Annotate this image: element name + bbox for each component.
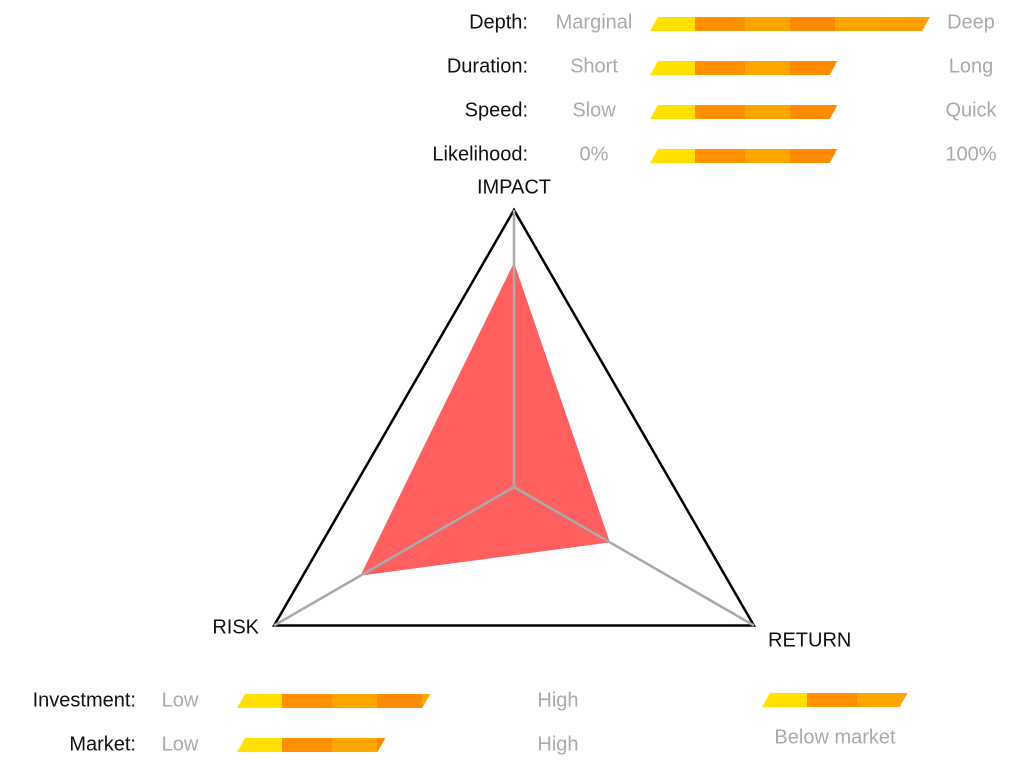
scale-label: Investment:: [33, 689, 136, 711]
scale-low: Low: [162, 733, 199, 755]
scale-bar: [762, 693, 908, 707]
scale-low: Marginal: [556, 11, 633, 33]
radar-axis-label: RISK: [212, 616, 259, 638]
scale-high: Long: [949, 55, 994, 77]
scale-low: Short: [570, 55, 618, 77]
scale-bar: [237, 694, 431, 708]
radar-frame: [271, 207, 757, 627]
radar-axis-label: IMPACT: [477, 176, 551, 198]
scale-bar: [650, 149, 838, 163]
scale-high: High: [537, 733, 578, 755]
scale-label: Speed:: [465, 99, 528, 121]
scale-high: Quick: [945, 99, 997, 121]
scale-label: Duration:: [447, 55, 528, 77]
scale-bar: [650, 105, 838, 119]
scale-bar: [650, 17, 930, 31]
radar-spoke: [513, 485, 755, 627]
radar-area: [360, 262, 610, 576]
market-position-label: Below market: [774, 726, 896, 748]
scale-low: Slow: [572, 99, 616, 121]
scale-low: 0%: [580, 143, 609, 165]
scale-label: Likelihood:: [432, 143, 528, 165]
scale-low: Low: [162, 689, 199, 711]
radar-axis-label: RETURN: [768, 629, 851, 651]
scale-bar: [237, 738, 386, 752]
scale-label: Depth:: [469, 11, 528, 33]
scale-bar: [650, 61, 838, 75]
radar-spoke: [273, 485, 515, 627]
scale-high: High: [537, 689, 578, 711]
scale-label: Market:: [69, 733, 136, 755]
scale-high: 100%: [945, 143, 996, 165]
scale-high: Deep: [947, 11, 995, 33]
